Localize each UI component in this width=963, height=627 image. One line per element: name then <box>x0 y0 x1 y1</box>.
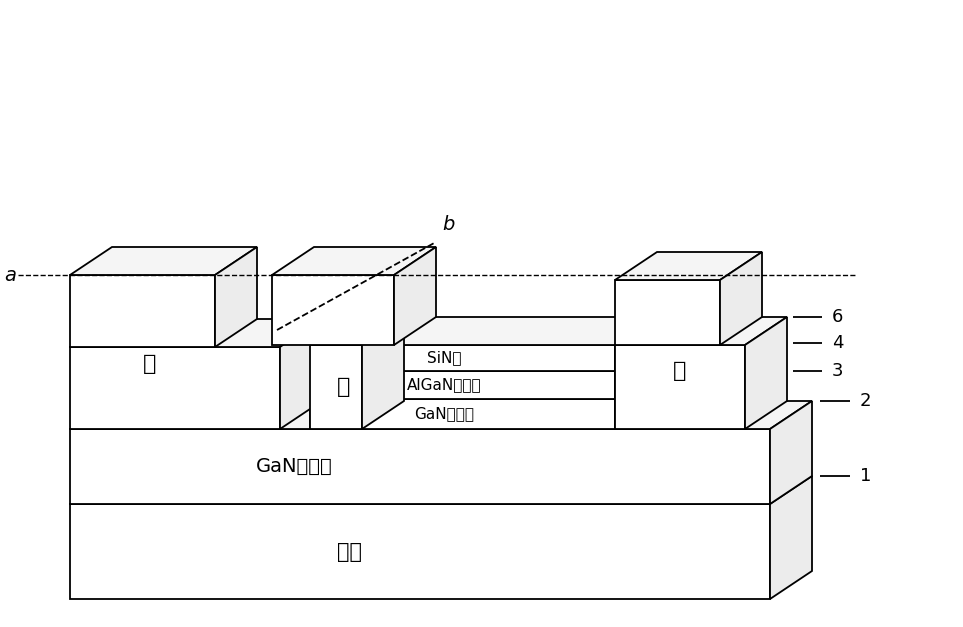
Text: 漏: 漏 <box>673 361 687 381</box>
Polygon shape <box>615 252 762 280</box>
Polygon shape <box>615 317 657 371</box>
Text: 2: 2 <box>860 392 872 410</box>
Polygon shape <box>615 280 720 345</box>
Polygon shape <box>394 247 436 345</box>
Polygon shape <box>615 343 657 399</box>
Text: 6: 6 <box>832 308 844 326</box>
Polygon shape <box>280 319 322 429</box>
Polygon shape <box>770 476 812 599</box>
Polygon shape <box>310 317 657 345</box>
Polygon shape <box>70 247 257 275</box>
Polygon shape <box>310 345 362 429</box>
Polygon shape <box>215 247 257 347</box>
Polygon shape <box>615 345 745 429</box>
Polygon shape <box>272 247 436 275</box>
Text: a: a <box>4 265 16 285</box>
Polygon shape <box>70 429 770 504</box>
Polygon shape <box>70 401 812 429</box>
Text: SiN层: SiN层 <box>427 350 461 366</box>
Polygon shape <box>615 317 787 345</box>
Polygon shape <box>310 371 615 399</box>
Polygon shape <box>70 504 770 599</box>
Polygon shape <box>745 317 787 429</box>
Text: AlGaN势帢层: AlGaN势帢层 <box>407 377 482 393</box>
Text: 源: 源 <box>143 354 156 374</box>
Polygon shape <box>362 317 404 429</box>
Polygon shape <box>70 347 280 429</box>
Polygon shape <box>70 275 215 347</box>
Polygon shape <box>310 371 657 399</box>
Polygon shape <box>615 371 657 429</box>
Polygon shape <box>70 476 812 504</box>
Polygon shape <box>720 252 762 345</box>
Text: 衬底: 衬底 <box>337 542 362 562</box>
Polygon shape <box>272 275 394 345</box>
Text: 栅: 栅 <box>337 377 351 397</box>
Polygon shape <box>310 399 615 429</box>
Polygon shape <box>310 317 404 345</box>
Text: GaN沟道层: GaN沟道层 <box>414 406 474 421</box>
Text: 4: 4 <box>832 334 844 352</box>
Text: b: b <box>442 214 455 233</box>
Text: 1: 1 <box>860 467 872 485</box>
Polygon shape <box>770 401 812 504</box>
Polygon shape <box>310 345 615 371</box>
Text: 3: 3 <box>832 362 844 380</box>
Polygon shape <box>310 343 657 371</box>
Polygon shape <box>70 319 322 347</box>
Text: GaN缓冲层: GaN缓冲层 <box>255 457 332 476</box>
